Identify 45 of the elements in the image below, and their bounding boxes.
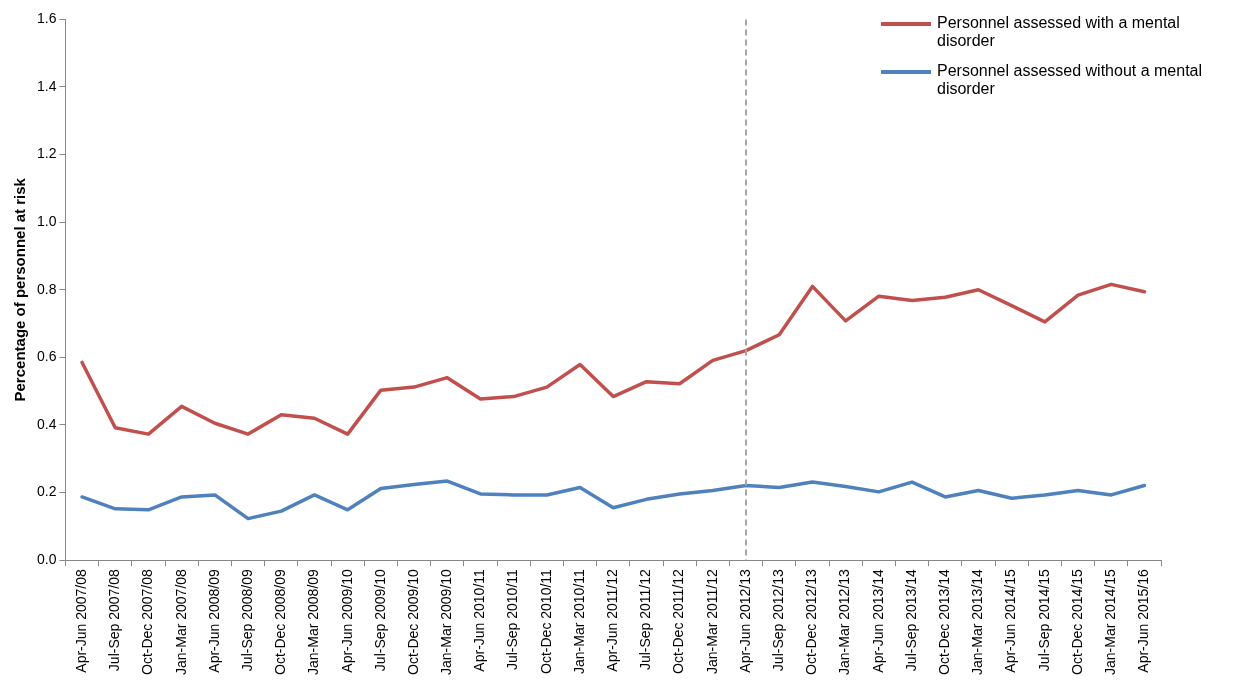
- x-tick-label: Jul-Sep 2014/15: [1035, 568, 1052, 672]
- x-tick-label: Jul-Sep 2010/11: [504, 568, 521, 671]
- x-tick-label: Jul-Sep 2008/09: [238, 568, 255, 672]
- x-tick-label: Apr-Jun 2007/08: [72, 568, 89, 673]
- x-tick-label: Oct-Dec 2010/11: [537, 568, 554, 674]
- x-tick-label: Apr-Jun 2013/14: [869, 568, 886, 673]
- y-tick-label: 0.6: [36, 348, 57, 365]
- x-tick-label: Oct-Dec 2011/12: [670, 568, 687, 674]
- x-tick-label: Jan-Mar 2013/14: [969, 568, 986, 675]
- y-tick-label: 0.8: [36, 280, 57, 297]
- y-tick-label: 0.0: [36, 551, 57, 568]
- legend-label: Personnel assessed without a mental disorder: [937, 62, 1204, 98]
- x-tick-label: Apr-Jun 2008/09: [205, 568, 222, 673]
- x-tick-label: Oct-Dec 2013/14: [936, 568, 953, 675]
- x-tick-label: Jan-Mar 2012/13: [836, 568, 853, 675]
- y-tick-label: 0.2: [36, 483, 57, 500]
- x-tick-label: Jul-Sep 2007/08: [106, 568, 123, 672]
- x-tick-label: Apr-Jun 2012/13: [736, 568, 753, 673]
- x-tick-label: Apr-Jun 2010/11: [471, 568, 488, 672]
- legend-label: Personnel assessed with a mental disorder: [937, 14, 1181, 50]
- x-tick-label: Jul-Sep 2013/14: [902, 568, 919, 672]
- y-tick-label: 1.4: [36, 77, 57, 94]
- x-tick-label: Oct-Dec 2014/15: [1068, 568, 1085, 675]
- x-tick-label: Jan-Mar 2014/15: [1102, 568, 1119, 675]
- x-tick-label: Jan-Mar 2007/08: [172, 568, 189, 675]
- x-tick-label: Apr-Jun 2015/16: [1135, 568, 1152, 673]
- x-tick-label: Jul-Sep 2009/10: [371, 568, 388, 672]
- x-tick-label: Oct-Dec 2009/10: [404, 568, 421, 675]
- x-tick-label: Jan-Mar 2011/12: [703, 568, 720, 674]
- x-tick-label: Oct-Dec 2007/08: [139, 568, 156, 675]
- y-axis-title: Percentage of personnel at risk: [11, 177, 29, 402]
- y-tick-label: 1.2: [36, 145, 57, 162]
- x-tick-label: Apr-Jun 2011/12: [604, 568, 621, 672]
- x-tick-label: Jul-Sep 2011/12: [637, 568, 654, 671]
- x-tick-label: Oct-Dec 2012/13: [803, 568, 820, 675]
- x-tick-label: Jan-Mar 2008/09: [305, 568, 322, 675]
- x-tick-label: Jul-Sep 2012/13: [770, 568, 787, 672]
- x-tick-label: Oct-Dec 2008/09: [272, 568, 289, 675]
- y-tick-label: 0.4: [36, 415, 57, 432]
- y-tick-label: 1.6: [36, 10, 57, 27]
- x-tick-label: Jan-Mar 2009/10: [438, 568, 455, 675]
- x-tick-label: Apr-Jun 2009/10: [338, 568, 355, 673]
- x-tick-label: Apr-Jun 2014/15: [1002, 568, 1019, 673]
- y-tick-label: 1.0: [36, 213, 57, 230]
- x-tick-label: Jan-Mar 2010/11: [570, 568, 587, 674]
